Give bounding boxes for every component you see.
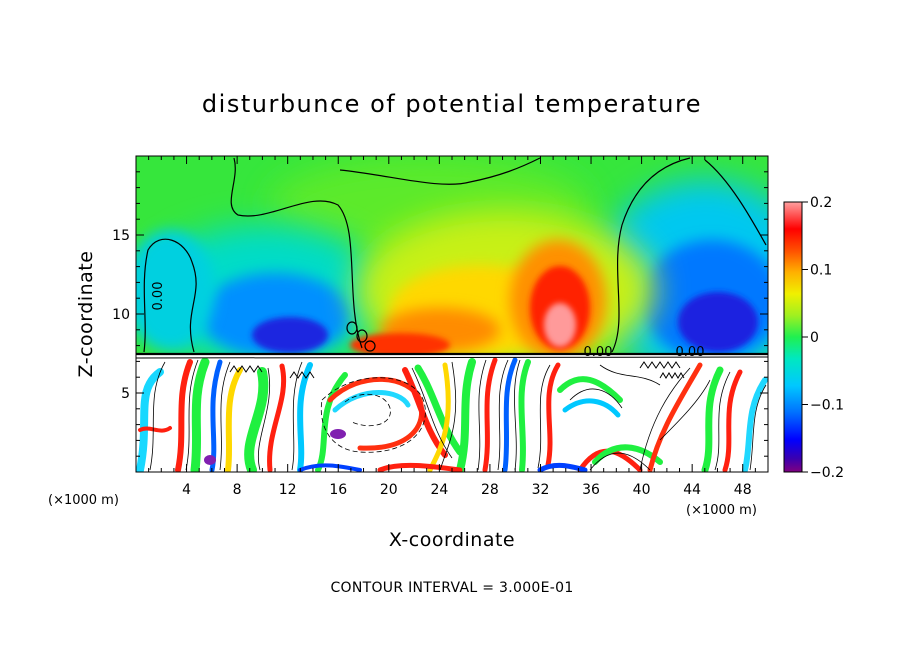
upper-field bbox=[136, 156, 768, 380]
y-tick-label: 15 bbox=[112, 228, 130, 244]
wave-ripples bbox=[229, 361, 685, 379]
purple-spot bbox=[330, 429, 346, 439]
x-tick-label: 12 bbox=[279, 482, 297, 498]
chart-title: disturbunce of potential temperature bbox=[202, 90, 702, 118]
contour-label: 0.00 bbox=[676, 345, 705, 360]
contour-zero-mid bbox=[230, 157, 363, 349]
colorbar-tick-label: 0.2 bbox=[810, 195, 832, 211]
colorbar-gradient bbox=[783, 201, 803, 473]
pos-region-left-small bbox=[350, 333, 450, 357]
contour-small-loop bbox=[346, 321, 358, 335]
contour-label: 0.00 bbox=[151, 282, 166, 311]
colorbar-tick-label: 0 bbox=[810, 330, 819, 346]
y-tick-label: 10 bbox=[112, 307, 130, 323]
colorbar-tick-label: 0.1 bbox=[810, 263, 832, 279]
contour-interval-note: CONTOUR INTERVAL = 3.000E-01 bbox=[330, 580, 573, 596]
interface-line-secondary bbox=[136, 356, 768, 359]
colorbar-tick-label: −0.2 bbox=[810, 465, 844, 481]
colorbar: 0.2 0.1 0 −0.1 −0.2 bbox=[783, 195, 844, 481]
contour-small-loop bbox=[356, 329, 368, 343]
colorbar-tick-label: −0.1 bbox=[810, 398, 844, 414]
contour-neg-right bbox=[704, 159, 767, 246]
x-unit-label-right: (×1000 m) bbox=[686, 503, 757, 518]
plot-area bbox=[136, 156, 768, 472]
x-tick-label: 20 bbox=[380, 482, 398, 498]
x-tick-label: 16 bbox=[329, 482, 347, 498]
contour-zero-left bbox=[143, 238, 197, 353]
neg-region-left-edge bbox=[136, 230, 215, 350]
y-axis-label: Z-coordinate bbox=[75, 251, 97, 378]
contour-zero-right bbox=[611, 157, 691, 353]
lower-colored-bands bbox=[136, 357, 768, 472]
neg-region-left-core bbox=[252, 317, 328, 353]
x-tick-label: 32 bbox=[532, 482, 550, 498]
contour-zero-top bbox=[339, 157, 541, 185]
y-tick-label: 5 bbox=[121, 386, 130, 402]
x-tick-label: 28 bbox=[481, 482, 499, 498]
lower-field bbox=[136, 354, 768, 472]
x-tick-label: 8 bbox=[233, 482, 242, 498]
x-tick-label: 48 bbox=[734, 482, 752, 498]
x-tick-label: 24 bbox=[430, 482, 448, 498]
x-unit-label-left: (×1000 m) bbox=[48, 493, 119, 508]
x-tick-label: 44 bbox=[683, 482, 701, 498]
contour-small-loop bbox=[364, 340, 376, 352]
contour-label: 0.00 bbox=[584, 345, 613, 360]
y-axis-ticks: 5 10 15 bbox=[112, 171, 768, 457]
colorbar-ticks: 0.2 0.1 0 −0.1 −0.2 bbox=[802, 195, 844, 481]
neg-region-right-core bbox=[678, 292, 758, 352]
pos-region-right-peak bbox=[544, 303, 576, 347]
purple-spot bbox=[204, 455, 216, 465]
x-axis-label: X-coordinate bbox=[389, 529, 515, 551]
contours-upper bbox=[143, 157, 767, 353]
x-tick-label: 40 bbox=[633, 482, 651, 498]
x-axis-ticks: 4 8 12 16 20 24 28 32 36 40 44 48 bbox=[148, 156, 756, 498]
x-tick-label: 4 bbox=[182, 482, 191, 498]
x-tick-label: 36 bbox=[582, 482, 600, 498]
